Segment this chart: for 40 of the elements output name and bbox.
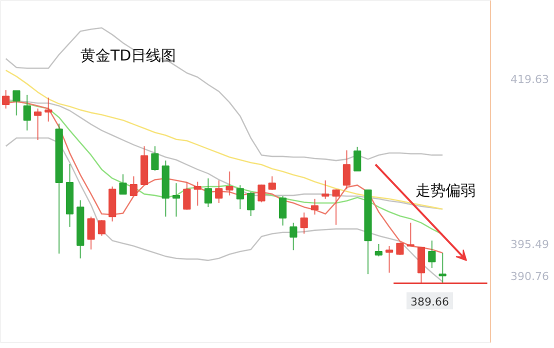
- candlestick: [268, 176, 276, 191]
- candlestick: [151, 146, 159, 172]
- candlestick: [236, 184, 244, 210]
- candlestick: [204, 178, 212, 208]
- y-tick-label: 419.63: [510, 72, 549, 86]
- candlestick: [12, 90, 20, 116]
- annotation: 走势偏弱: [416, 182, 476, 200]
- candlestick: [87, 216, 95, 250]
- candlestick: [438, 252, 446, 284]
- candlestick: [428, 240, 436, 269]
- candlestick: [310, 198, 319, 216]
- candlestick: [183, 182, 191, 210]
- text: 黄金TD日线图: [80, 46, 176, 64]
- candlestick: [119, 174, 127, 195]
- candlestick: [44, 97, 52, 122]
- ref-line-label: 389.66: [410, 295, 450, 308]
- candlestick: [215, 180, 223, 204]
- candlestick: [23, 94, 31, 132]
- candlestick: [290, 222, 298, 251]
- candlestick: [278, 196, 287, 226]
- candlestick: [172, 182, 180, 218]
- candlestick: [226, 170, 234, 196]
- candlestick: [354, 146, 362, 172]
- candlestick: [342, 150, 350, 190]
- candlestick: [300, 212, 308, 234]
- candlestick: [396, 242, 404, 256]
- candlestick: [34, 108, 42, 141]
- candlestick: [130, 176, 138, 196]
- candlestick: [98, 219, 106, 236]
- y-tick-label: 395.49: [510, 238, 549, 251]
- candlestick: [386, 245, 394, 274]
- candlestick: [406, 222, 414, 247]
- candlestick: [247, 191, 255, 217]
- candlestick: [2, 90, 10, 110]
- candlestick: [258, 184, 266, 203]
- candlestick: [332, 188, 340, 226]
- candlestick: [194, 181, 202, 206]
- y-tick-label: 390.76: [510, 270, 549, 284]
- candlestick: [322, 180, 330, 200]
- candlestick: [374, 243, 382, 257]
